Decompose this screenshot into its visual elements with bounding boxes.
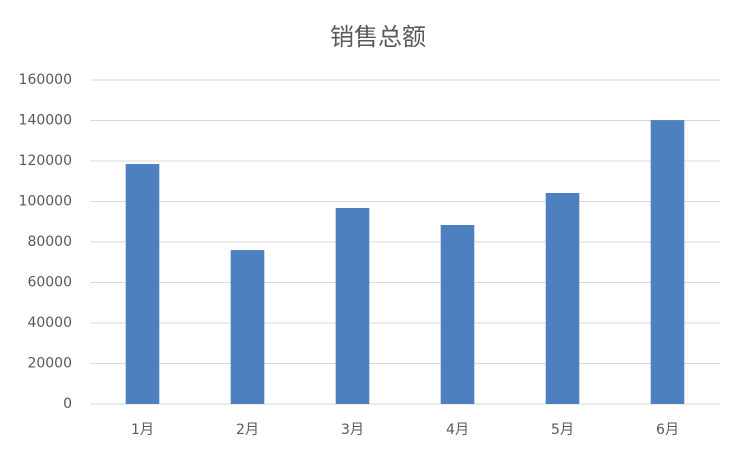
y-tick-label: 120000: [19, 153, 72, 169]
x-tick-label: 2月: [236, 422, 259, 438]
bar: [545, 192, 580, 404]
x-tick-label: 1月: [131, 422, 154, 438]
x-tick-label: 6月: [656, 422, 679, 438]
chart-title: 销售总额: [330, 23, 426, 51]
bar: [335, 207, 370, 404]
bar: [230, 250, 265, 404]
y-tick-label: 80000: [27, 234, 72, 250]
bar: [125, 164, 160, 404]
x-tick-label: 4月: [446, 422, 469, 438]
x-tick-label: 3月: [341, 422, 364, 438]
bar: [650, 120, 685, 404]
y-tick-label: 0: [63, 396, 72, 412]
y-tick-label: 160000: [19, 72, 72, 88]
y-tick-label: 140000: [19, 113, 72, 129]
x-tick-label: 5月: [551, 422, 574, 438]
y-tick-label: 60000: [27, 275, 72, 291]
y-tick-label: 40000: [27, 315, 72, 331]
bar: [440, 224, 475, 404]
y-tick-label: 100000: [19, 194, 72, 210]
y-tick-label: 20000: [27, 356, 72, 372]
